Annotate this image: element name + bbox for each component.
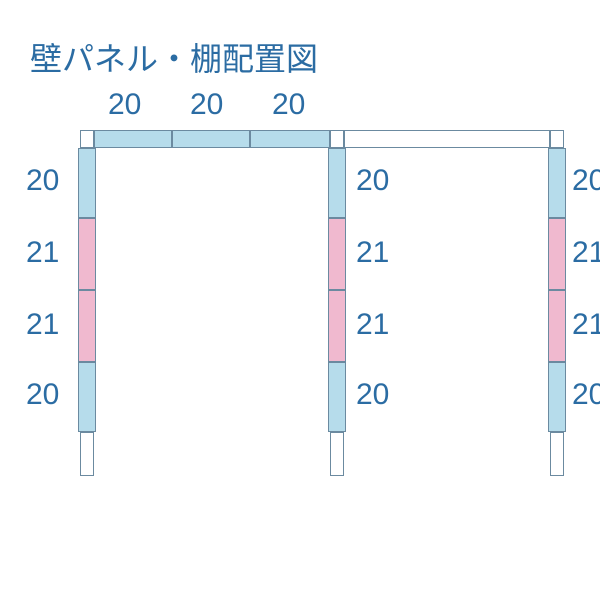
bottom-post [330,432,344,476]
corner-post [330,130,344,148]
side-panel-label: 20 [572,164,600,198]
top-panel-label: 20 [272,88,305,122]
top-panel [344,130,550,148]
side-panel [548,290,566,362]
bottom-post [550,432,564,476]
corner-post [550,130,564,148]
top-panel [172,130,250,148]
top-panel-label: 20 [108,88,141,122]
side-panel [328,148,346,218]
diagram-title: 壁パネル・棚配置図 [30,34,318,80]
side-panel-label: 21 [26,308,59,342]
side-panel [548,362,566,432]
side-panel [328,362,346,432]
side-panel-label: 21 [356,236,389,270]
side-panel-label: 21 [356,308,389,342]
side-panel-label: 21 [26,236,59,270]
bottom-post [80,432,94,476]
side-panel [78,290,96,362]
side-panel-label: 20 [356,378,389,412]
side-panel [548,218,566,290]
side-panel [548,148,566,218]
side-panel-label: 21 [572,308,600,342]
side-panel [78,218,96,290]
side-panel-label: 20 [356,164,389,198]
side-panel-label: 20 [26,164,59,198]
top-panel [250,130,330,148]
side-panel [78,362,96,432]
top-panel [94,130,172,148]
side-panel-label: 20 [26,378,59,412]
side-panel [328,218,346,290]
corner-post [80,130,94,148]
side-panel [328,290,346,362]
side-panel-label: 21 [572,236,600,270]
side-panel [78,148,96,218]
top-panel-label: 20 [190,88,223,122]
side-panel-label: 20 [572,378,600,412]
